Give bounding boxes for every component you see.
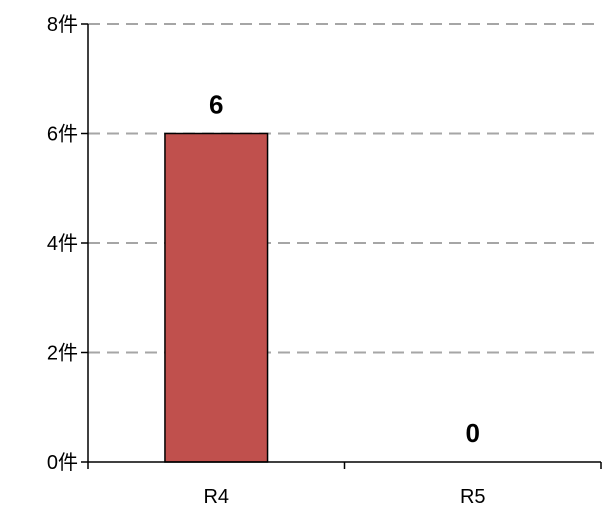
data-labels: 60	[209, 90, 480, 449]
y-tick-label-0: 0件	[47, 451, 78, 474]
y-tick-label-1: 2件	[47, 342, 78, 365]
bars	[164, 132, 269, 463]
x-tick-label-R5: R5	[460, 486, 486, 508]
data-label-R4: 6	[209, 90, 223, 120]
x-tick-label-R4: R4	[203, 486, 229, 508]
y-tick-label-4: 8件	[47, 13, 78, 36]
y-tick-label-3: 6件	[47, 123, 78, 146]
y-tick-label-2: 4件	[47, 232, 78, 255]
data-label-R5: 0	[466, 418, 480, 448]
x-axis-ticks: R4 R5	[87, 462, 602, 508]
y-axis-ticks: 0件 2件 4件 6件 8件	[47, 13, 88, 474]
bar-R4	[164, 132, 269, 463]
